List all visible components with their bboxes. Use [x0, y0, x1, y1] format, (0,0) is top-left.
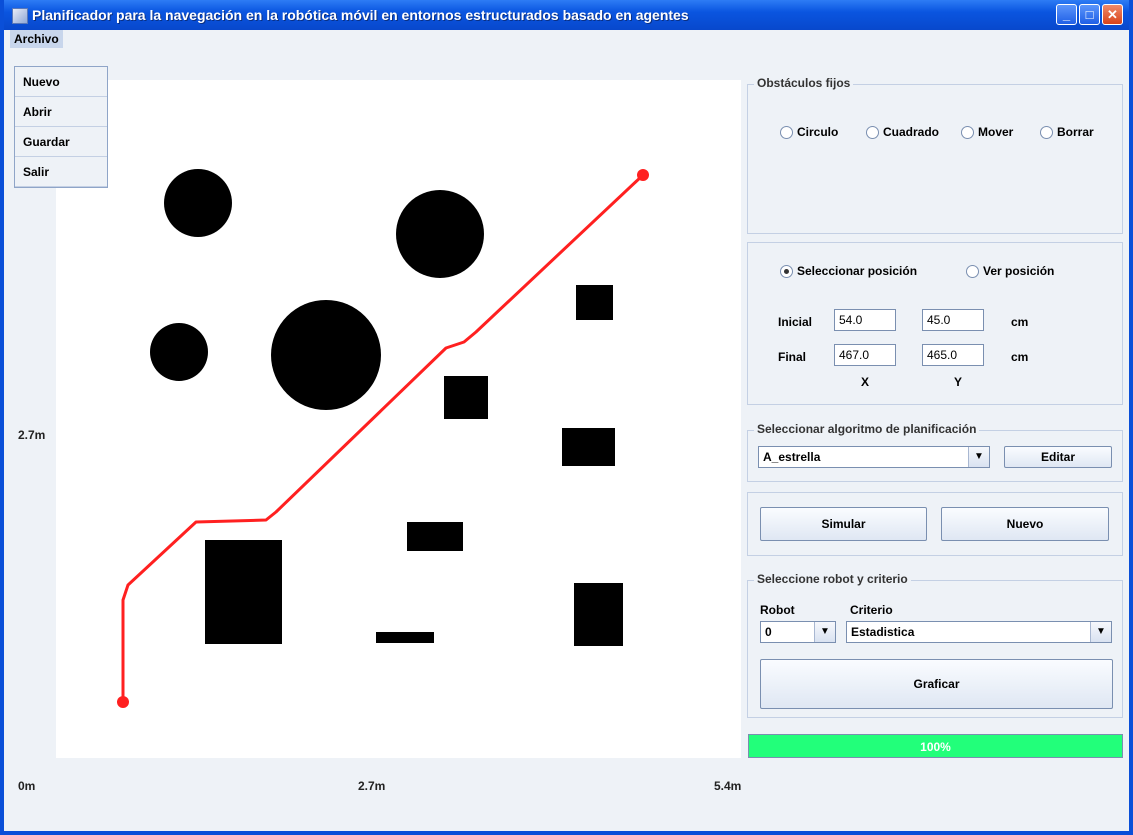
inicial-x-input[interactable]	[834, 309, 896, 331]
radio-seleccionar-label: Seleccionar posición	[797, 264, 918, 278]
obstacle-square	[562, 428, 615, 466]
y-column-label: Y	[954, 375, 963, 389]
menu-archivo[interactable]: Archivo	[10, 30, 63, 48]
x-column-label: X	[861, 375, 870, 389]
criterio-label: Criterio	[850, 603, 893, 617]
simular-button[interactable]: Simular	[760, 507, 927, 541]
radio-circle-icon	[961, 125, 974, 139]
robot-select[interactable]: 0 ▼	[760, 621, 836, 643]
final-x-input[interactable]	[834, 344, 896, 366]
obstacle-square	[407, 522, 463, 551]
menu-item-guardar[interactable]: Guardar	[15, 127, 107, 157]
radio-ver-posicion[interactable]: Ver posición	[966, 264, 1054, 278]
inicial-label: Inicial	[778, 315, 813, 329]
radio-checked-icon	[780, 264, 793, 278]
obstacle-square	[444, 376, 488, 419]
minimize-button[interactable]: _	[1056, 4, 1077, 25]
obstacle-square	[376, 632, 434, 643]
radio-cuadrado-label: Cuadrado	[883, 125, 940, 139]
inicial-unit: cm	[1011, 315, 1029, 329]
window-title: Planificador para la navegación en la ro…	[32, 7, 689, 23]
start-point	[117, 696, 129, 708]
radio-circle-icon	[966, 264, 979, 278]
maximize-icon: □	[1085, 7, 1094, 22]
actions-panel: Simular Nuevo	[747, 492, 1123, 556]
minimize-icon: _	[1062, 7, 1071, 22]
algoritmo-panel: Seleccionar algoritmo de planificación A…	[747, 422, 1123, 482]
close-button[interactable]: ✕	[1102, 4, 1123, 25]
goal-point	[637, 169, 649, 181]
progress-fill	[749, 735, 1122, 757]
criterio-select[interactable]: Estadistica ▼	[846, 621, 1112, 643]
axis-x-start-label: 0m	[18, 779, 36, 793]
radio-circle-icon	[866, 125, 879, 139]
radio-circulo[interactable]: Circulo	[780, 125, 838, 139]
java-app-icon	[12, 8, 28, 24]
map-drawing	[117, 169, 649, 708]
archivo-dropdown: Nuevo Abrir Guardar Salir	[14, 66, 108, 188]
algoritmo-select[interactable]: A_estrella ▼	[758, 446, 990, 468]
inicial-y-input[interactable]	[922, 309, 984, 331]
graficar-button[interactable]: Graficar	[760, 659, 1113, 709]
axis-x-end-label: 5.4m	[714, 779, 742, 793]
radio-mover[interactable]: Mover	[961, 125, 1013, 139]
obstacle-circle	[396, 190, 484, 278]
chevron-down-icon: ▼	[1090, 622, 1111, 642]
nuevo-button[interactable]: Nuevo	[941, 507, 1109, 541]
close-icon: ✕	[1107, 7, 1118, 22]
radio-circle-icon	[1040, 125, 1053, 139]
obstacle-circle	[164, 169, 232, 237]
robot-legend: Seleccione robot y criterio	[754, 572, 911, 586]
menu-bar: Archivo	[4, 30, 1129, 48]
final-label: Final	[778, 350, 807, 364]
radio-mover-label: Mover	[978, 125, 1014, 139]
progress-bar: 100%	[748, 734, 1123, 758]
radio-circle-icon	[780, 125, 793, 139]
algoritmo-legend: Seleccionar algoritmo de planificación	[754, 422, 980, 436]
radio-borrar-label: Borrar	[1057, 125, 1094, 139]
radio-circulo-label: Circulo	[797, 125, 839, 139]
axis-x-mid-label: 2.7m	[358, 779, 386, 793]
obstaculos-legend: Obstáculos fijos	[754, 76, 854, 90]
posicion-panel: Seleccionar posición Ver posición Inicia…	[747, 242, 1123, 405]
obstacle-square	[576, 285, 613, 320]
radio-cuadrado[interactable]: Cuadrado	[866, 125, 939, 139]
obstaculos-panel: Obstáculos fijos Circulo Cuadrado Mover …	[747, 76, 1123, 234]
planned-path	[121, 173, 645, 702]
editar-button[interactable]: Editar	[1004, 446, 1112, 468]
obstacle-circle	[150, 323, 208, 381]
obstacle-square	[205, 540, 282, 644]
algoritmo-selected-value: A_estrella	[763, 450, 821, 464]
criterio-selected-value: Estadistica	[851, 625, 915, 639]
menu-item-salir[interactable]: Salir	[15, 157, 107, 187]
map-canvas[interactable]	[56, 80, 741, 758]
maximize-button[interactable]: □	[1079, 4, 1100, 25]
obstacle-square	[574, 583, 623, 646]
final-unit: cm	[1011, 350, 1029, 364]
obstacle-circle	[271, 300, 381, 410]
robot-panel: Seleccione robot y criterio Robot Criter…	[747, 572, 1123, 718]
title-bar[interactable]: Planificador para la navegación en la ro…	[4, 0, 1129, 30]
robot-label: Robot	[760, 603, 795, 617]
chevron-down-icon: ▼	[814, 622, 835, 642]
radio-seleccionar-posicion[interactable]: Seleccionar posición	[780, 264, 917, 278]
final-y-input[interactable]	[922, 344, 984, 366]
radio-ver-label: Ver posición	[983, 264, 1055, 278]
robot-selected-value: 0	[765, 625, 772, 639]
axis-y-mid-label: 2.7m	[18, 428, 46, 442]
radio-borrar[interactable]: Borrar	[1040, 125, 1094, 139]
progress-label: 100%	[920, 740, 951, 754]
menu-item-abrir[interactable]: Abrir	[15, 97, 107, 127]
chevron-down-icon: ▼	[968, 447, 989, 467]
menu-item-nuevo[interactable]: Nuevo	[15, 67, 107, 97]
